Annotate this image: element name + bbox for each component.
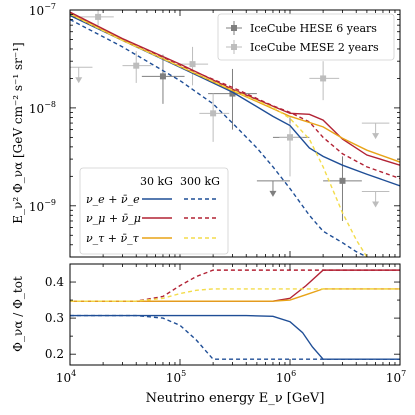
bottom-y-tick-label: 0.4 <box>45 275 64 289</box>
ratio-line-nutau-30kG <box>70 288 400 302</box>
bottom-plot-frame <box>69 263 401 366</box>
top-plot-frame <box>69 9 401 258</box>
mese-point <box>95 13 102 20</box>
ratio-line-numu-30kG <box>70 269 400 302</box>
top-line-numu-30kG <box>70 11 400 166</box>
bottom-y-tick-label: 0.3 <box>45 311 64 325</box>
mese-point <box>287 134 293 141</box>
bottom-x-tick-label: 106 <box>276 369 296 385</box>
series-legend-box <box>79 167 229 255</box>
mese-point <box>189 61 196 68</box>
series-legend: 30 kG 300 kG ν_e + ν̄_e ν_μ + ν̄_μ ν_τ +… <box>79 167 229 255</box>
top-y-tick-label: 10−7 <box>29 2 56 18</box>
bottom-ratio-lines <box>70 269 400 360</box>
top-line-numu-300kG <box>70 12 400 180</box>
bottom-panel: 104 105 106 107 0.2 0.3 0.4 Φ_να / Φ_tot Neutr… <box>11 263 406 406</box>
bottom-y-tick-label: 0.2 <box>45 347 64 361</box>
mese-point <box>320 75 327 82</box>
hese-point <box>229 90 236 97</box>
top-y-tick-label: 10−9 <box>29 198 56 214</box>
legend-mese-marker <box>226 40 242 54</box>
bottom-x-tick-label: 107 <box>386 369 406 385</box>
ratio-line-nue-30kG <box>70 314 400 360</box>
bottom-ylabel: Φ_να / Φ_tot <box>11 276 25 352</box>
legend-row-nutau: ν_τ + ν̄_τ <box>86 232 140 245</box>
legend-hese-label: IceCube HESE 6 years <box>250 22 377 35</box>
legend-col-300kg: 300 kG <box>180 175 220 188</box>
top-axis-ticks: 10−9 10−8 10−7 <box>29 2 401 258</box>
hese-limit-arrow <box>269 190 277 197</box>
top-line-nue-300kG <box>70 18 368 257</box>
bottom-x-tick-label: 104 <box>56 369 76 385</box>
top-line-nutau-300kG <box>70 13 368 257</box>
mese-point <box>210 110 217 117</box>
ratio-line-nutau-300kG <box>70 288 400 302</box>
hese-point <box>339 177 346 184</box>
legend-col-30kg: 30 kG <box>140 175 173 188</box>
mese-limit-arrow <box>75 77 83 84</box>
legend-hese-marker <box>226 21 242 35</box>
ratio-line-numu-300kG <box>70 269 400 302</box>
legend-mese-label: IceCube MESE 2 years <box>250 41 379 54</box>
legend-row-numu: ν_μ + ν̄_μ <box>86 212 141 225</box>
mese-point <box>133 62 140 69</box>
bottom-axis-ticks: 104 105 106 107 0.2 0.3 0.4 <box>45 264 406 385</box>
mese-limit-arrow <box>372 201 380 208</box>
mese-data-points <box>70 10 390 208</box>
bottom-x-tick-label: 105 <box>166 369 186 385</box>
mese-limit-arrow <box>372 133 380 140</box>
top-y-tick-label: 10−8 <box>29 100 56 116</box>
data-legend-box <box>217 13 395 61</box>
ratio-line-nue-300kG <box>70 314 400 360</box>
x-axis-label: Neutrino energy E_ν [GeV] <box>146 391 325 406</box>
data-legend: IceCube HESE 6 years IceCube MESE 2 year… <box>217 13 395 61</box>
top-panel: 10−9 10−8 10−7 IceCube HESE 6 years IceCub… <box>11 2 401 258</box>
legend-row-nue: ν_e + ν̄_e <box>86 193 140 206</box>
top-flux-lines <box>70 11 400 257</box>
top-ylabel: E_ν² Φ_να [GeV cm⁻² s⁻¹ sr⁻¹] <box>11 42 25 223</box>
hese-point <box>159 73 166 80</box>
